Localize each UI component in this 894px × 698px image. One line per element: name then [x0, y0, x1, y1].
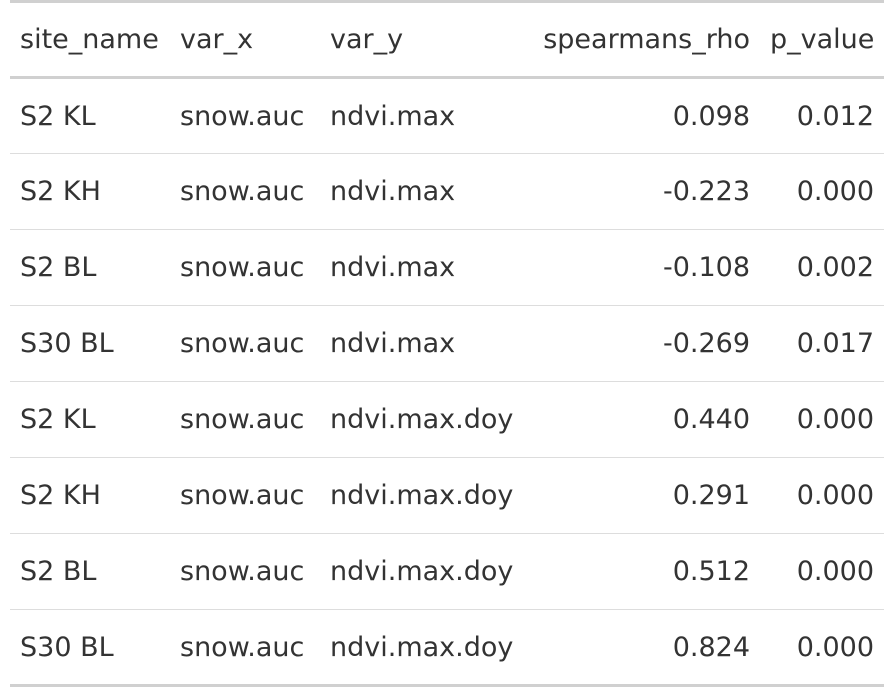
cell-spearmans-rho: -0.269	[520, 305, 760, 382]
cell-site-name: S2 BL	[10, 533, 170, 610]
cell-var-y: ndvi.max.doy	[320, 381, 520, 458]
cell-spearmans-rho: 0.291	[520, 457, 760, 534]
cell-spearmans-rho: 0.098	[520, 77, 760, 154]
table-row: S2 KH snow.auc ndvi.max -0.223 0.000	[10, 153, 884, 230]
header-var-x: var_x	[170, 0, 320, 79]
cell-var-x: snow.auc	[170, 533, 320, 610]
cell-var-y: ndvi.max.doy	[320, 609, 520, 687]
cell-var-x: snow.auc	[170, 153, 320, 230]
cell-p-value: 0.000	[760, 609, 884, 687]
cell-spearmans-rho: 0.824	[520, 609, 760, 687]
cell-spearmans-rho: -0.108	[520, 229, 760, 306]
table-row: S2 BL snow.auc ndvi.max.doy 0.512 0.000	[10, 533, 884, 610]
cell-p-value: 0.012	[760, 77, 884, 154]
cell-site-name: S2 KH	[10, 153, 170, 230]
table-row: S2 KL snow.auc ndvi.max.doy 0.440 0.000	[10, 381, 884, 458]
table-row: S2 BL snow.auc ndvi.max -0.108 0.002	[10, 229, 884, 306]
cell-var-y: ndvi.max.doy	[320, 457, 520, 534]
header-row: site_name var_x var_y spearmans_rho p_va…	[10, 0, 884, 79]
cell-site-name: S2 BL	[10, 229, 170, 306]
cell-p-value: 0.000	[760, 457, 884, 534]
cell-var-x: snow.auc	[170, 381, 320, 458]
cell-site-name: S2 KL	[10, 77, 170, 154]
cell-site-name: S30 BL	[10, 609, 170, 687]
table-row: S2 KL snow.auc ndvi.max 0.098 0.012	[10, 77, 884, 154]
cell-var-x: snow.auc	[170, 457, 320, 534]
table-header: site_name var_x var_y spearmans_rho p_va…	[10, 0, 884, 79]
cell-p-value: 0.000	[760, 153, 884, 230]
cell-var-y: ndvi.max	[320, 229, 520, 306]
table-body: S2 KL snow.auc ndvi.max 0.098 0.012 S2 K…	[10, 77, 884, 687]
cell-var-x: snow.auc	[170, 77, 320, 154]
table-row: S2 KH snow.auc ndvi.max.doy 0.291 0.000	[10, 457, 884, 534]
cell-p-value: 0.000	[760, 381, 884, 458]
results-table: site_name var_x var_y spearmans_rho p_va…	[10, 0, 884, 687]
cell-var-y: ndvi.max	[320, 77, 520, 154]
table-row: S30 BL snow.auc ndvi.max -0.269 0.017	[10, 305, 884, 382]
cell-var-y: ndvi.max.doy	[320, 533, 520, 610]
header-site-name: site_name	[10, 0, 170, 79]
cell-site-name: S2 KL	[10, 381, 170, 458]
header-var-y: var_y	[320, 0, 520, 79]
cell-spearmans-rho: 0.440	[520, 381, 760, 458]
cell-var-y: ndvi.max	[320, 305, 520, 382]
cell-var-y: ndvi.max	[320, 153, 520, 230]
cell-var-x: snow.auc	[170, 609, 320, 687]
cell-spearmans-rho: -0.223	[520, 153, 760, 230]
cell-p-value: 0.002	[760, 229, 884, 306]
table-row: S30 BL snow.auc ndvi.max.doy 0.824 0.000	[10, 609, 884, 687]
header-spearmans-rho: spearmans_rho	[520, 0, 760, 79]
cell-var-x: snow.auc	[170, 229, 320, 306]
cell-site-name: S30 BL	[10, 305, 170, 382]
cell-p-value: 0.000	[760, 533, 884, 610]
cell-p-value: 0.017	[760, 305, 884, 382]
cell-var-x: snow.auc	[170, 305, 320, 382]
cell-site-name: S2 KH	[10, 457, 170, 534]
cell-spearmans-rho: 0.512	[520, 533, 760, 610]
header-p-value: p_value	[760, 0, 884, 79]
